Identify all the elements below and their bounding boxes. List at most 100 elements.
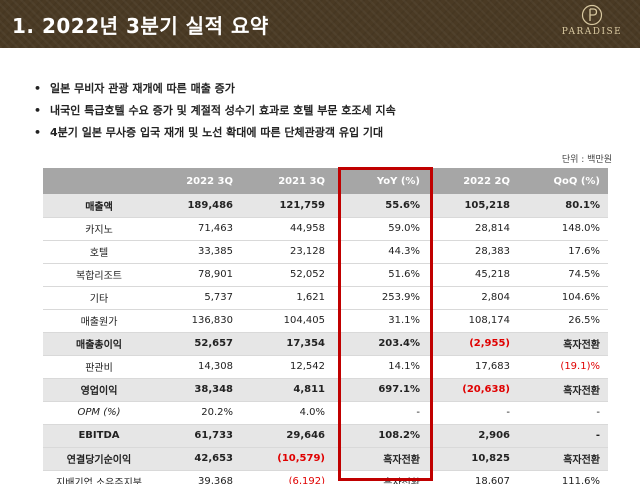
- table-cell: 14.1%: [333, 355, 428, 379]
- unit-label: 단위 : 백만원: [561, 155, 612, 165]
- logo-text: PARADISE: [561, 27, 623, 37]
- summary-bullets: • 일본 무비자 관광 재개에 따른 매출 증가 • 내국인 특급호텔 수요 증…: [34, 82, 614, 148]
- row-label: 기타: [43, 286, 155, 310]
- table-cell: 108,174: [428, 309, 518, 333]
- table-cell: -: [518, 424, 608, 448]
- paradise-logo: PARADISE: [552, 4, 632, 44]
- table-cell: 흑자전환: [518, 378, 608, 402]
- table-cell: 39,368: [155, 470, 241, 484]
- table-cell: 121,759: [241, 194, 333, 218]
- table-row: 매출액 189,486 121,759 55.6% 105,218 80.1%: [43, 194, 608, 218]
- table-cell: 203.4%: [333, 332, 428, 356]
- table-cell: -: [518, 401, 608, 425]
- table-cell: 148.0%: [518, 217, 608, 241]
- bullet-item: • 내국인 특급호텔 수요 증가 및 계절적 성수기 효과로 호텔 부문 호조세…: [34, 104, 614, 126]
- table-cell: 45,218: [428, 263, 518, 287]
- column-header: 2021 3Q: [241, 168, 333, 194]
- row-label: 카지노: [43, 217, 155, 241]
- row-label: 연결당기순이익: [43, 447, 155, 471]
- table-cell: 44,958: [241, 217, 333, 241]
- table-cell: 31.1%: [333, 309, 428, 333]
- table-cell: -: [333, 401, 428, 425]
- table-cell: 189,486: [155, 194, 241, 218]
- table-cell: 105,218: [428, 194, 518, 218]
- table-cell: 33,385: [155, 240, 241, 264]
- table-cell: 52,657: [155, 332, 241, 356]
- table-row: 영업이익 38,348 4,811 697.1% (20,638) 흑자전환: [43, 378, 608, 402]
- bullet-dot-icon: •: [34, 82, 42, 95]
- bullet-text: 4분기 일본 무사증 입국 재개 및 노선 확대에 따른 단체관광객 유입 기대: [50, 126, 384, 139]
- paradise-logo-icon: [581, 4, 603, 26]
- table-cell: (19.1)%: [518, 355, 608, 379]
- table-cell: 흑자전환: [333, 470, 428, 484]
- table-header-row: 2022 3Q 2021 3Q YoY (%) 2022 2Q QoQ (%): [43, 168, 608, 194]
- table-row: 복합리조트 78,901 52,052 51.6% 45,218 74.5%: [43, 263, 608, 287]
- row-label: OPM (%): [43, 401, 155, 425]
- row-label: 영업이익: [43, 378, 155, 402]
- row-label: 판관비: [43, 355, 155, 379]
- table-cell: 28,814: [428, 217, 518, 241]
- table-cell: 2,906: [428, 424, 518, 448]
- table-cell: 104,405: [241, 309, 333, 333]
- table-row: 판관비 14,308 12,542 14.1% 17,683 (19.1)%: [43, 355, 608, 379]
- table-cell: 4.0%: [241, 401, 333, 425]
- table-cell: 2,804: [428, 286, 518, 310]
- earnings-summary-table: 2022 3Q 2021 3Q YoY (%) 2022 2Q QoQ (%) …: [43, 168, 608, 484]
- table-row: 호텔 33,385 23,128 44.3% 28,383 17.6%: [43, 240, 608, 264]
- table-row: 지배기업 소유주지분 39,368 (6,192) 흑자전환 18,607 111.6%: [43, 470, 608, 484]
- row-label: 복합리조트: [43, 263, 155, 287]
- table-cell: 12,542: [241, 355, 333, 379]
- page-title: 1. 2022년 3분기 실적 요약: [12, 14, 269, 38]
- table-cell: 14,308: [155, 355, 241, 379]
- table-cell: 17,354: [241, 332, 333, 356]
- table-cell: 61,733: [155, 424, 241, 448]
- table-cell: 17,683: [428, 355, 518, 379]
- bullet-item: • 4분기 일본 무사증 입국 재개 및 노선 확대에 따른 단체관광객 유입 …: [34, 126, 614, 148]
- column-header: 2022 2Q: [428, 168, 518, 194]
- table-cell: 1,621: [241, 286, 333, 310]
- table-cell: (2,955): [428, 332, 518, 356]
- table-cell: 28,383: [428, 240, 518, 264]
- column-header: YoY (%): [333, 168, 428, 194]
- table-cell: 111.6%: [518, 470, 608, 484]
- table-cell: 38,348: [155, 378, 241, 402]
- table-cell: 흑자전환: [518, 332, 608, 356]
- row-label: 매출총이익: [43, 332, 155, 356]
- table-cell: 44.3%: [333, 240, 428, 264]
- table-row: 카지노 71,463 44,958 59.0% 28,814 148.0%: [43, 217, 608, 241]
- bullet-text: 내국인 특급호텔 수요 증가 및 계절적 성수기 효과로 호텔 부문 호조세 지…: [50, 104, 396, 117]
- table-cell: 26.5%: [518, 309, 608, 333]
- slide-header: 1. 2022년 3분기 실적 요약 PARADISE: [0, 0, 640, 48]
- bullet-dot-icon: •: [34, 126, 42, 139]
- table-cell: 52,052: [241, 263, 333, 287]
- table-cell: 78,901: [155, 263, 241, 287]
- table-cell: 74.5%: [518, 263, 608, 287]
- table-cell: 42,653: [155, 447, 241, 471]
- table-row: 매출원가 136,830 104,405 31.1% 108,174 26.5%: [43, 309, 608, 333]
- table-cell: (20,638): [428, 378, 518, 402]
- table-cell: 4,811: [241, 378, 333, 402]
- column-header: 2022 3Q: [155, 168, 241, 194]
- row-label: 매출원가: [43, 309, 155, 333]
- table-cell: 108.2%: [333, 424, 428, 448]
- table-cell: 20.2%: [155, 401, 241, 425]
- table-cell: 10,825: [428, 447, 518, 471]
- bullet-dot-icon: •: [34, 104, 42, 117]
- table-row: OPM (%) 20.2% 4.0% - - -: [43, 401, 608, 425]
- row-label: 매출액: [43, 194, 155, 218]
- table-cell: 흑자전환: [333, 447, 428, 471]
- table-cell: 29,646: [241, 424, 333, 448]
- table-cell: 51.6%: [333, 263, 428, 287]
- table-cell: 697.1%: [333, 378, 428, 402]
- table-row: EBITDA 61,733 29,646 108.2% 2,906-: [43, 424, 608, 448]
- table-cell: -: [428, 401, 518, 425]
- table-cell: 136,830: [155, 309, 241, 333]
- table-cell: 104.6%: [518, 286, 608, 310]
- table-row: 기타 5,737 1,621 253.9% 2,804 104.6%: [43, 286, 608, 310]
- table-row: 매출총이익 52,657 17,354 203.4% (2,955) 흑자전환: [43, 332, 608, 356]
- table-cell: 흑자전환: [518, 447, 608, 471]
- bullet-item: • 일본 무비자 관광 재개에 따른 매출 증가: [34, 82, 614, 104]
- bullet-text: 일본 무비자 관광 재개에 따른 매출 증가: [50, 82, 235, 95]
- table-cell: (10,579): [241, 447, 333, 471]
- table-cell: 23,128: [241, 240, 333, 264]
